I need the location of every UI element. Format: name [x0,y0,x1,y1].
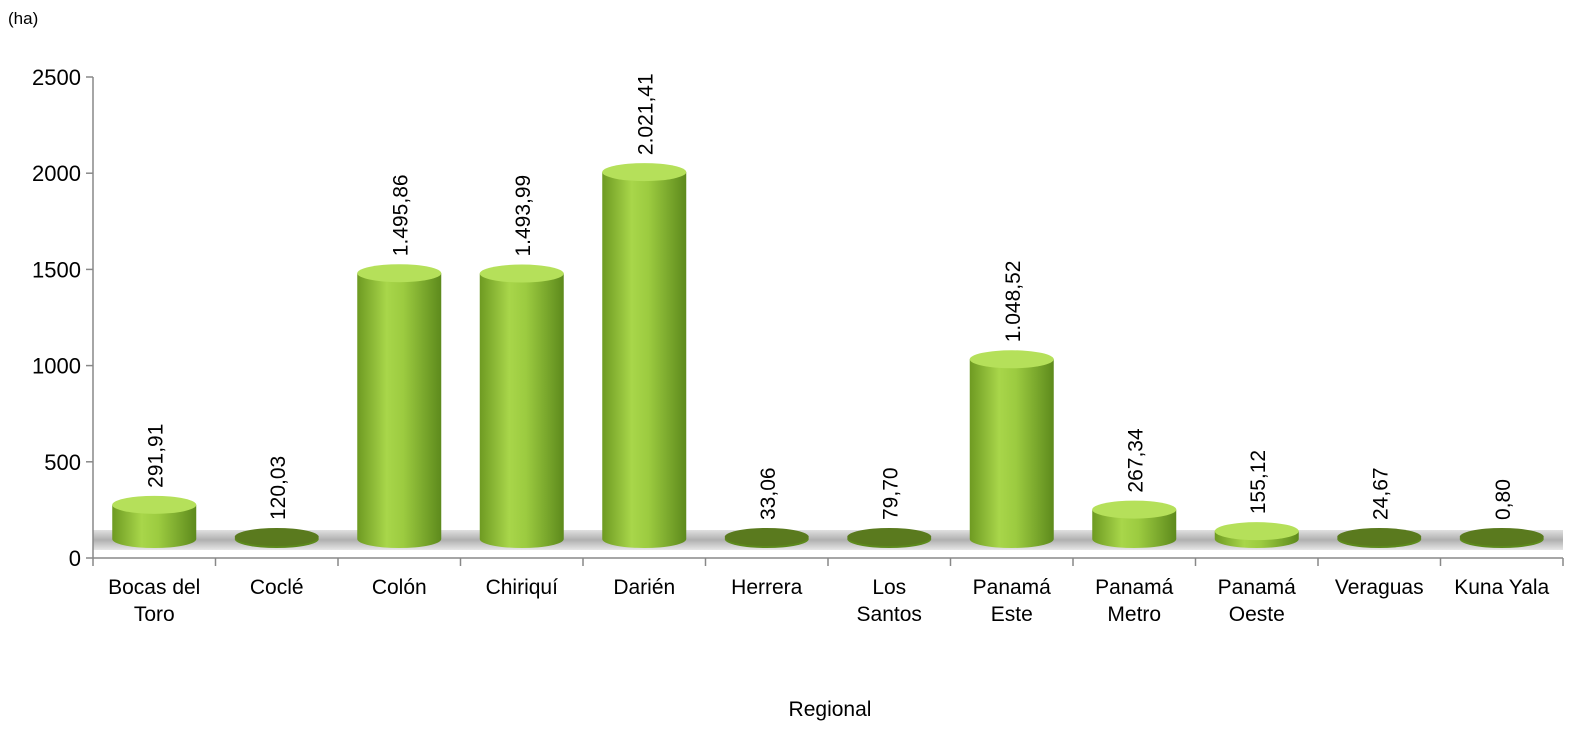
y-tick-label: 2000 [32,161,81,186]
data-labels: 291,91 120,03 1.495,86 1.493,99 2.021,41 33,0… [144,73,1515,520]
data-label: 291,91 [144,424,167,488]
bar-top [1459,528,1544,546]
data-label: 0,80 [1492,479,1515,520]
bar [602,163,687,548]
bar-top [1092,500,1177,519]
x-category-label: Kuna Yala [1454,576,1549,599]
data-label: 79,70 [879,467,902,520]
bar-body [1092,509,1177,548]
x-category-label: Panamá [1218,576,1297,599]
x-category-label: Coclé [250,576,304,599]
data-label: 24,67 [1369,467,1392,520]
data-label: 155,12 [1247,450,1270,514]
bar-top [357,264,442,283]
bar-top [1337,528,1422,546]
y-tick-label: 1000 [32,354,81,379]
bar-top [602,163,687,182]
bar [112,495,197,548]
x-category-label: Este [991,603,1033,626]
data-label: 267,34 [1124,428,1147,493]
bar-body [479,273,564,548]
bar [1092,500,1177,548]
bar [357,264,442,548]
bar [969,350,1054,548]
bar-top [479,264,564,283]
bar-top [234,528,319,546]
x-category-label: Chiriquí [486,576,559,599]
x-category-label: Colón [372,576,427,599]
y-tick-label: 1500 [32,257,81,282]
x-category-label: Bocas del [108,576,200,599]
bar-body [357,273,442,548]
axes: 0 500 1000 1500 2000 2500 Bocas del Toro Coclé Co… [32,65,1564,626]
x-category-label: Metro [1107,603,1161,626]
chart-floor [93,530,1563,550]
y-tick-label: 500 [44,450,81,475]
data-label: 2.021,41 [634,73,657,155]
bar-body [602,172,687,548]
x-category-label: Veraguas [1335,576,1424,599]
data-label: 1.493,99 [512,175,535,257]
bar-top [969,350,1054,369]
x-axis-title: Regional [789,698,872,721]
bar [479,264,564,548]
bar-top [847,528,932,546]
bars [112,163,1544,548]
x-category-label: Santos [857,603,922,626]
bar-body [112,504,197,548]
x-category-label: Panamá [1095,576,1174,599]
x-category-label: Los [872,576,906,599]
bar-body [969,359,1054,548]
bar-top [1214,522,1299,541]
data-label: 120,03 [267,456,290,520]
y-tick-label: 2500 [32,65,81,90]
bar-top [112,495,197,514]
x-category-label: Toro [134,603,175,626]
data-label: 1.048,52 [1002,261,1025,343]
y-tick-label: 0 [69,546,81,571]
x-category-label: Herrera [731,576,803,599]
floor-plane [93,530,1563,550]
bar [234,528,319,548]
bar [1459,528,1544,548]
y-unit-label: (ha) [8,9,38,28]
bar [724,528,809,548]
data-label: 1.495,86 [389,174,412,256]
bar [1337,528,1422,548]
x-category-label: Oeste [1229,603,1285,626]
x-category-label: Darién [613,576,675,599]
bar [847,528,932,548]
bar [1214,522,1299,548]
data-label: 33,06 [757,467,780,520]
x-category-label: Panamá [973,576,1052,599]
bar-top [724,528,809,546]
